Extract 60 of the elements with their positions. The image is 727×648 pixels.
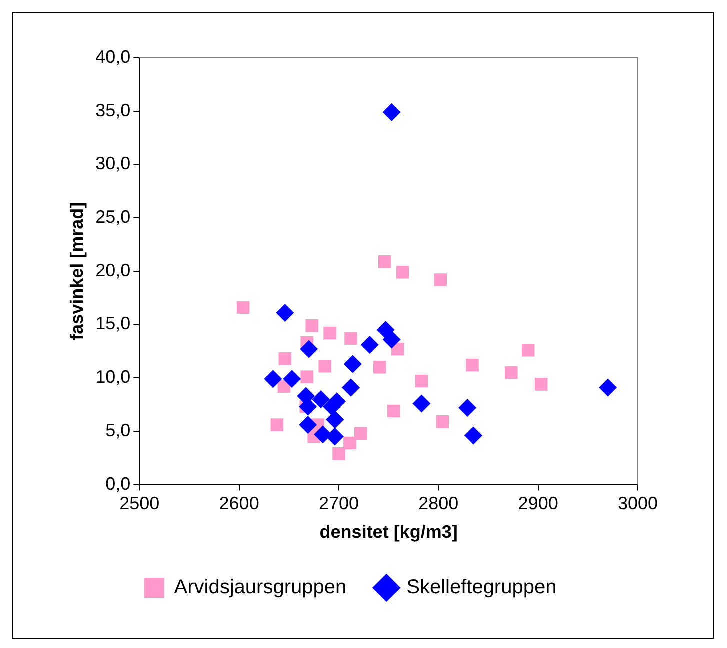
point [306, 319, 318, 332]
point [382, 103, 401, 122]
point [342, 378, 360, 397]
y-tick-label: 40,0 [96, 46, 131, 67]
point [324, 326, 336, 340]
point [387, 404, 400, 418]
point [236, 301, 250, 314]
point [373, 361, 386, 374]
y-axis-title: fasvinkel [mrad] [66, 202, 87, 340]
point [412, 394, 431, 413]
point [466, 358, 479, 372]
y-tick-label: 10,0 [96, 367, 131, 388]
point [415, 374, 428, 388]
point [360, 336, 379, 354]
point [458, 398, 477, 417]
point [436, 415, 450, 428]
point [505, 366, 518, 380]
y-tick-label: 25,0 [96, 207, 131, 228]
y-tick-label: 15,0 [96, 314, 131, 334]
point [299, 416, 318, 434]
point [344, 436, 356, 450]
x-tick-label: 2500 [120, 494, 160, 514]
x-axis-title: densitet [kg/m3] [320, 522, 458, 542]
point [278, 352, 292, 366]
x-tick-label: 2800 [418, 494, 459, 514]
point [283, 370, 302, 388]
point [599, 378, 618, 397]
point [264, 370, 282, 388]
point [382, 330, 401, 349]
x-tick-label: 3000 [618, 494, 658, 514]
x-tick-label: 2600 [219, 494, 260, 514]
y-tick-label: 0,0 [106, 474, 131, 494]
point [522, 344, 535, 357]
y-tick-label: 35,0 [96, 100, 131, 120]
y-tick-label: 5,0 [106, 420, 131, 440]
point [344, 332, 358, 345]
point [300, 340, 318, 358]
point [344, 355, 362, 374]
point [396, 266, 410, 279]
point [464, 426, 483, 445]
point [270, 418, 284, 432]
point [276, 304, 294, 322]
legend-label: Arvidsjaursgruppen [174, 576, 347, 599]
point [300, 370, 314, 384]
point [332, 447, 346, 460]
y-tick-label: 20,0 [96, 260, 131, 280]
point [534, 378, 548, 391]
point [378, 255, 392, 268]
point [318, 360, 332, 373]
point [323, 398, 342, 416]
point [312, 390, 330, 408]
x-tick-label: 2900 [518, 494, 558, 514]
legend-label: Skelleftegruppen [406, 576, 557, 599]
point [434, 274, 448, 286]
point [326, 410, 344, 429]
x-tick-label: 2700 [318, 494, 360, 514]
y-tick-label: 30,0 [96, 154, 131, 174]
point [354, 427, 368, 440]
point [314, 426, 332, 444]
point [326, 428, 344, 446]
